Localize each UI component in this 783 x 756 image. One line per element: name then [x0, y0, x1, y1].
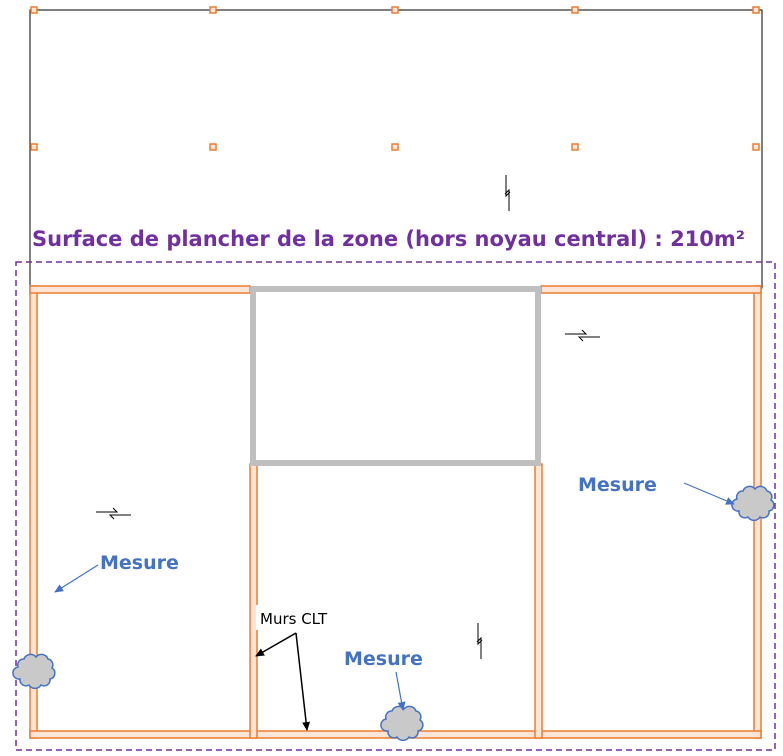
- measure-leader-center: [395, 671, 406, 711]
- measure-leader-right: [683, 482, 735, 505]
- post: [209, 6, 217, 14]
- span-direction-icon: [476, 623, 483, 659]
- zone-boundary: [15, 261, 776, 751]
- central-core: [250, 286, 541, 466]
- measure-label-right: Mesure: [578, 474, 657, 496]
- walls-leader: [295, 632, 311, 731]
- post-grid: [30, 6, 760, 151]
- measure-label-left: Mesure: [100, 552, 179, 574]
- wall-inner-left: [249, 463, 258, 739]
- wall-top-left: [29, 285, 251, 294]
- post: [391, 6, 399, 14]
- post: [30, 6, 38, 14]
- span-direction-icon: [504, 175, 511, 211]
- wall-inner-right: [534, 463, 543, 739]
- post: [391, 143, 399, 151]
- zone-title: Surface de plancher de la zone (hors noy…: [32, 227, 745, 251]
- post: [752, 6, 760, 14]
- measure-label-center: Mesure: [344, 648, 423, 670]
- cloud-icon: [731, 485, 775, 522]
- clt-walls: [29, 285, 762, 739]
- cloud-icon: [12, 653, 56, 690]
- post: [752, 143, 760, 151]
- walls-leader: [255, 632, 297, 657]
- span-direction-icon: [96, 507, 131, 520]
- span-direction-icon: [565, 329, 600, 342]
- post: [209, 143, 217, 151]
- post: [30, 143, 38, 151]
- wall-top-right: [540, 285, 762, 294]
- walls-label-box: [256, 605, 354, 630]
- post: [571, 143, 579, 151]
- walls-label: Murs CLT: [260, 610, 328, 628]
- measure-leader-left: [54, 564, 99, 593]
- post: [571, 6, 579, 14]
